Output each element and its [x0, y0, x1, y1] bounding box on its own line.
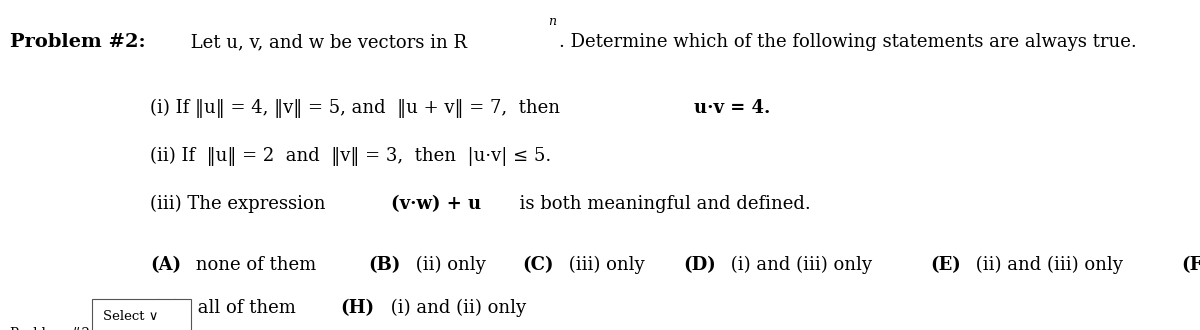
Text: (i) and (iii) only: (i) and (iii) only	[725, 256, 884, 274]
Text: (C): (C)	[522, 256, 553, 274]
Text: (iii) only: (iii) only	[563, 256, 656, 274]
Text: (ii) and (iii) only: (ii) and (iii) only	[970, 256, 1134, 274]
Text: (ii) only: (ii) only	[409, 256, 497, 274]
Text: none of them: none of them	[190, 256, 328, 274]
Text: . Determine which of the following statements are always true.: . Determine which of the following state…	[559, 33, 1136, 51]
FancyBboxPatch shape	[92, 299, 191, 330]
Text: Problem #2:: Problem #2:	[10, 33, 145, 51]
Text: Let u, v, and w be vectors in R: Let u, v, and w be vectors in R	[185, 33, 467, 51]
Text: all of them: all of them	[192, 299, 307, 317]
Text: (C): (C)	[522, 256, 553, 274]
Text: (E): (E)	[930, 256, 960, 274]
Text: none of them: none of them	[190, 256, 328, 274]
Text: (i) and (ii) only: (i) and (ii) only	[385, 299, 526, 317]
Text: (B): (B)	[368, 256, 401, 274]
Text: all of them: all of them	[192, 299, 307, 317]
Text: (B): (B)	[368, 256, 401, 274]
Text: (i) and (ii) only: (i) and (ii) only	[385, 299, 526, 317]
Text: (D): (D)	[683, 256, 716, 274]
Text: (v·w) + u: (v·w) + u	[391, 195, 481, 213]
Text: Problem #2:: Problem #2:	[10, 327, 94, 330]
Text: (iii) only: (iii) only	[563, 256, 656, 274]
Text: (i) If ‖u‖ = 4, ‖v‖ = 5, and  ‖u + v‖ = 7,  then: (i) If ‖u‖ = 4, ‖v‖ = 5, and ‖u + v‖ = 7…	[150, 99, 571, 118]
Text: (G): (G)	[150, 299, 182, 317]
Text: (F): (F)	[1182, 256, 1200, 274]
Text: (D): (D)	[683, 256, 716, 274]
Text: (E): (E)	[930, 256, 960, 274]
Text: (i) If ‖u‖ = 4, ‖v‖ = 5, and  ‖u + v‖ = 7,  then: (i) If ‖u‖ = 4, ‖v‖ = 5, and ‖u + v‖ = 7…	[150, 99, 571, 118]
Text: n: n	[548, 15, 557, 28]
Text: (ii) and (iii) only: (ii) and (iii) only	[970, 256, 1134, 274]
Text: (i) and (iii) only: (i) and (iii) only	[725, 256, 884, 274]
Text: (A): (A)	[150, 256, 181, 274]
Text: (v·w) + u: (v·w) + u	[391, 195, 481, 213]
Text: (H): (H)	[341, 299, 374, 317]
Text: Problem #2:: Problem #2:	[10, 33, 145, 51]
Text: n: n	[548, 15, 557, 28]
Text: Select ∨: Select ∨	[103, 310, 158, 323]
Text: Let u, v, and w be vectors in R: Let u, v, and w be vectors in R	[185, 33, 467, 51]
Text: (F): (F)	[1182, 256, 1200, 274]
Text: (ii) only: (ii) only	[409, 256, 497, 274]
Text: (A): (A)	[150, 256, 181, 274]
Text: (iii) The expression: (iii) The expression	[150, 195, 337, 213]
Text: is both meaningful and defined.: is both meaningful and defined.	[508, 195, 810, 213]
Text: (G): (G)	[150, 299, 182, 317]
Text: (iii) The expression: (iii) The expression	[150, 195, 337, 213]
Text: u·v = 4.: u·v = 4.	[694, 99, 770, 117]
Text: (ii) If  ‖u‖ = 2  and  ‖v‖ = 3,  then  |u·v| ≤ 5.: (ii) If ‖u‖ = 2 and ‖v‖ = 3, then |u·v| …	[150, 147, 551, 166]
Text: (H): (H)	[341, 299, 374, 317]
